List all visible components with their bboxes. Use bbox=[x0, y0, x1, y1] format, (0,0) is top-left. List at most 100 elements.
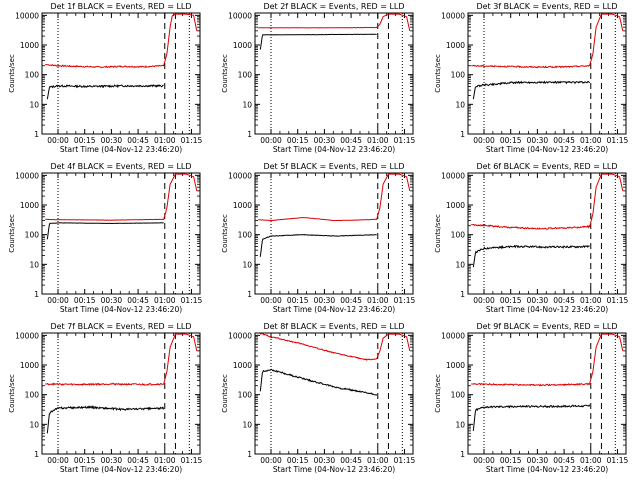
x-axis-label: Start Time (04-Nov-12 23:46:20) bbox=[486, 465, 608, 474]
lld-series-line bbox=[258, 13, 411, 32]
y-tick-label: 100 bbox=[238, 231, 253, 240]
x-tick-label: 00:15 bbox=[74, 456, 96, 465]
lld-series-line bbox=[471, 13, 624, 69]
x-axis-label: Start Time (04-Nov-12 23:46:20) bbox=[60, 305, 182, 314]
x-tick-label: 00:30 bbox=[314, 456, 336, 465]
y-tick-label: 100 bbox=[238, 391, 253, 400]
y-tick-label: 1000 bbox=[20, 41, 39, 50]
y-tick-label: 10 bbox=[242, 420, 252, 429]
y-tick-label: 10000 bbox=[15, 11, 39, 20]
x-tick-label: 00:30 bbox=[101, 296, 123, 305]
x-axis-label: Start Time (04-Nov-12 23:46:20) bbox=[60, 465, 182, 474]
chart-panel-6: Det 6f BLACK = Events, RED = LLD 1 10 100 10… bbox=[434, 162, 628, 314]
y-tick-label: 10 bbox=[242, 100, 252, 109]
x-tick-label: 00:15 bbox=[74, 296, 96, 305]
events-series-line bbox=[259, 233, 377, 257]
x-axis-label: Start Time (04-Nov-12 23:46:20) bbox=[486, 305, 608, 314]
x-tick-label: 00:30 bbox=[527, 296, 549, 305]
y-tick-label: 100 bbox=[25, 71, 40, 80]
x-tick-label: 01:00 bbox=[580, 136, 602, 145]
x-tick-label: 00:15 bbox=[287, 136, 309, 145]
y-tick-label: 1000 bbox=[233, 201, 252, 210]
x-tick-label: 00:30 bbox=[101, 456, 123, 465]
y-axis-label: Counts/sec bbox=[221, 214, 229, 253]
lld-series-line bbox=[258, 173, 411, 222]
x-tick-label: 00:30 bbox=[314, 296, 336, 305]
y-axis-label: Counts/sec bbox=[434, 374, 442, 413]
chart-panel-2: Det 2f BLACK = Events, RED = LLD 1 10 100 10… bbox=[221, 2, 415, 154]
x-tick-label: 00:00 bbox=[47, 136, 69, 145]
x-tick-label: 01:00 bbox=[580, 456, 602, 465]
y-tick-label: 10 bbox=[242, 260, 252, 269]
events-series-line bbox=[46, 84, 164, 100]
y-tick-label: 10 bbox=[29, 420, 39, 429]
x-tick-label: 00:00 bbox=[473, 456, 495, 465]
x-tick-label: 01:00 bbox=[367, 296, 389, 305]
y-tick-label: 1 bbox=[34, 290, 39, 299]
x-tick-label: 01:15 bbox=[607, 296, 629, 305]
chart-panel-3: Det 3f BLACK = Events, RED = LLD 1 10 100 10… bbox=[434, 2, 628, 154]
x-tick-label: 01:00 bbox=[154, 136, 176, 145]
x-tick-label: 00:45 bbox=[553, 456, 575, 465]
x-tick-label: 00:45 bbox=[553, 136, 575, 145]
plot-frame bbox=[467, 12, 627, 135]
chart-panel-1: Det 1f BLACK = Events, RED = LLD 1 10 100 10… bbox=[8, 2, 202, 154]
x-tick-label: 01:00 bbox=[367, 456, 389, 465]
x-tick-label: 00:00 bbox=[260, 456, 282, 465]
y-tick-label: 10000 bbox=[228, 11, 252, 20]
events-series-line bbox=[259, 33, 377, 50]
x-axis-label: Start Time (04-Nov-12 23:46:20) bbox=[273, 145, 395, 154]
y-tick-label: 10000 bbox=[228, 331, 252, 340]
events-series-line bbox=[46, 405, 165, 434]
x-tick-label: 01:15 bbox=[394, 296, 416, 305]
events-series-line bbox=[46, 222, 164, 240]
x-tick-label: 00:15 bbox=[500, 296, 522, 305]
y-tick-label: 10000 bbox=[228, 171, 252, 180]
y-tick-label: 1000 bbox=[446, 41, 465, 50]
x-tick-label: 00:45 bbox=[127, 136, 149, 145]
lld-series-line bbox=[471, 173, 624, 230]
events-series-line bbox=[259, 368, 378, 396]
x-axis-label: Start Time (04-Nov-12 23:46:20) bbox=[273, 465, 395, 474]
plot-frame bbox=[254, 172, 414, 295]
lld-series-line bbox=[45, 333, 198, 387]
x-tick-label: 00:30 bbox=[314, 136, 336, 145]
events-series-line bbox=[472, 80, 591, 100]
x-tick-label: 00:15 bbox=[287, 296, 309, 305]
y-tick-label: 100 bbox=[451, 231, 466, 240]
x-tick-label: 01:00 bbox=[580, 296, 602, 305]
plot-frame bbox=[254, 12, 414, 135]
lld-series-line bbox=[258, 332, 411, 361]
chart-title: Det 5f BLACK = Events, RED = LLD bbox=[263, 162, 404, 171]
y-tick-label: 100 bbox=[25, 231, 40, 240]
x-tick-label: 01:00 bbox=[154, 456, 176, 465]
y-tick-label: 1000 bbox=[20, 361, 39, 370]
plot-frame bbox=[254, 332, 414, 455]
x-tick-label: 00:00 bbox=[473, 136, 495, 145]
y-tick-label: 10000 bbox=[441, 331, 465, 340]
y-tick-label: 100 bbox=[451, 391, 466, 400]
events-series-line bbox=[472, 244, 590, 268]
x-tick-label: 01:15 bbox=[394, 456, 416, 465]
y-tick-label: 10000 bbox=[15, 171, 39, 180]
y-tick-label: 10 bbox=[455, 260, 465, 269]
y-tick-label: 1000 bbox=[233, 361, 252, 370]
x-tick-label: 00:30 bbox=[527, 136, 549, 145]
y-axis-label: Counts/sec bbox=[8, 214, 16, 253]
chart-title: Det 6f BLACK = Events, RED = LLD bbox=[476, 162, 617, 171]
lld-series-line bbox=[471, 333, 624, 387]
x-tick-label: 00:15 bbox=[500, 456, 522, 465]
x-tick-label: 01:15 bbox=[181, 456, 203, 465]
x-tick-label: 01:15 bbox=[607, 456, 629, 465]
x-tick-label: 01:00 bbox=[367, 136, 389, 145]
y-axis-label: Counts/sec bbox=[434, 54, 442, 93]
chart-panel-7: Det 7f BLACK = Events, RED = LLD 1 10 100 10… bbox=[8, 322, 202, 474]
x-tick-label: 00:30 bbox=[527, 456, 549, 465]
y-tick-label: 1 bbox=[460, 450, 465, 459]
y-axis-label: Counts/sec bbox=[221, 54, 229, 93]
lld-series-line bbox=[45, 13, 198, 69]
x-tick-label: 00:30 bbox=[101, 136, 123, 145]
plot-frame bbox=[467, 172, 627, 295]
chart-panel-9: Det 9f BLACK = Events, RED = LLD 1 10 100 10… bbox=[434, 322, 628, 474]
y-tick-label: 100 bbox=[451, 71, 466, 80]
